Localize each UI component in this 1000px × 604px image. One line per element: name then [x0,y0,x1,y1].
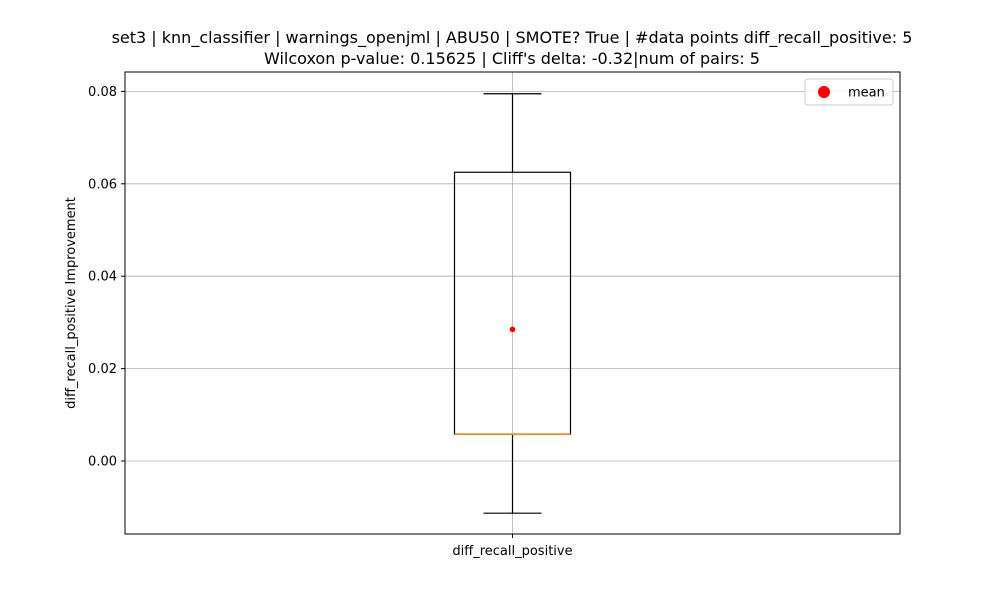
legend-box [804,78,894,106]
chart-title: set3 | knn_classifier | warnings_openjml… [112,28,913,48]
x-tick-label: diff_recall_positive [452,544,572,559]
legend-marker-mean [818,86,830,98]
mean-marker [509,326,516,333]
plot-frame [124,71,901,535]
chart-subtitle: Wilcoxon p-value: 0.15625 | Cliff's delt… [264,49,760,68]
y-tick-label: 0.02 [88,362,117,377]
legend-label: mean [848,86,885,101]
y-axis-label: diff_recall_positive Improvement [64,197,79,409]
y-tick-label: 0.08 [88,85,117,100]
y-tick-label: 0.00 [88,455,117,470]
plot-area: 0.00 0.02 0.04 0.06 0.08 diff_recall_positive… [88,71,901,559]
y-tick-label: 0.04 [88,270,117,285]
y-tick-label: 0.06 [88,177,117,192]
